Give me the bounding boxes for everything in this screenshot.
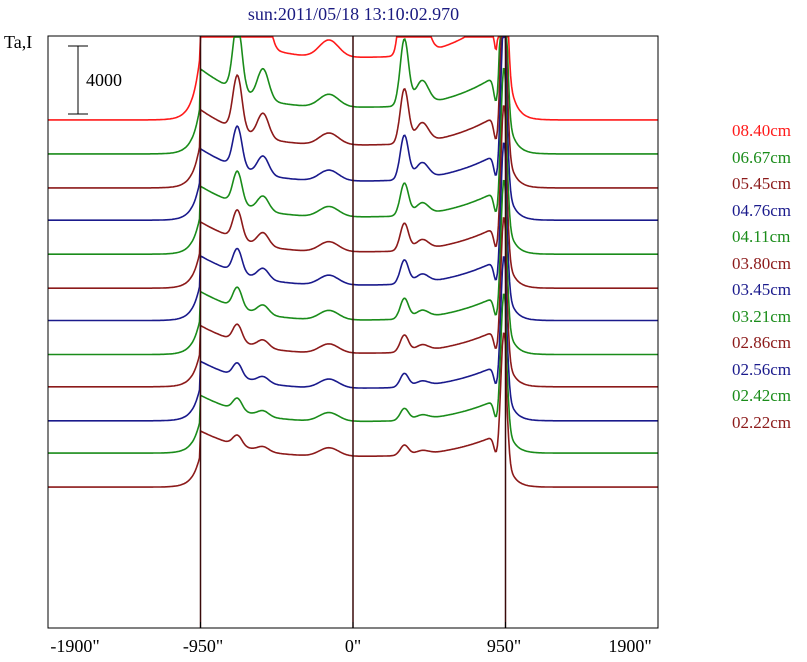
x-tick-label: 950" [486, 636, 522, 656]
legend-entry: 03.45cm [732, 280, 792, 299]
legend-entry: 02.86cm [732, 333, 792, 352]
legend-entry: 04.11cm [732, 227, 791, 246]
legend-entry: 03.21cm [732, 306, 792, 326]
legend-entry: 05.45cm [732, 174, 792, 193]
legend-entry: 04.76cm [732, 200, 792, 220]
x-tick-label: 1900" [608, 636, 652, 656]
legend-entry: 08.40cm [732, 121, 792, 140]
scale-bar [68, 45, 88, 115]
legend-entry: 06.67cm [732, 147, 792, 167]
legend-entry: 02.56cm [732, 359, 792, 379]
x-tick-label: -950" [182, 636, 224, 656]
x-axis-ticks [47, 622, 659, 628]
y-axis-label: Ta,I [4, 32, 33, 52]
x-tick-label: -1900" [50, 636, 100, 656]
reference-lines [199, 36, 507, 628]
chart-title: sun:2011/05/18 13:10:02.970 [247, 4, 460, 24]
x-tick-label: 0" [344, 636, 362, 656]
legend-entry: 02.22cm [732, 412, 792, 432]
legend-entry: 03.80cm [732, 253, 792, 273]
legend-entry: 02.42cm [732, 386, 792, 405]
scale-bar-label: 4000 [86, 70, 122, 90]
legend: 08.40cm 06.67cm 05.45cm 04.76cm 04.11cm … [732, 118, 791, 436]
